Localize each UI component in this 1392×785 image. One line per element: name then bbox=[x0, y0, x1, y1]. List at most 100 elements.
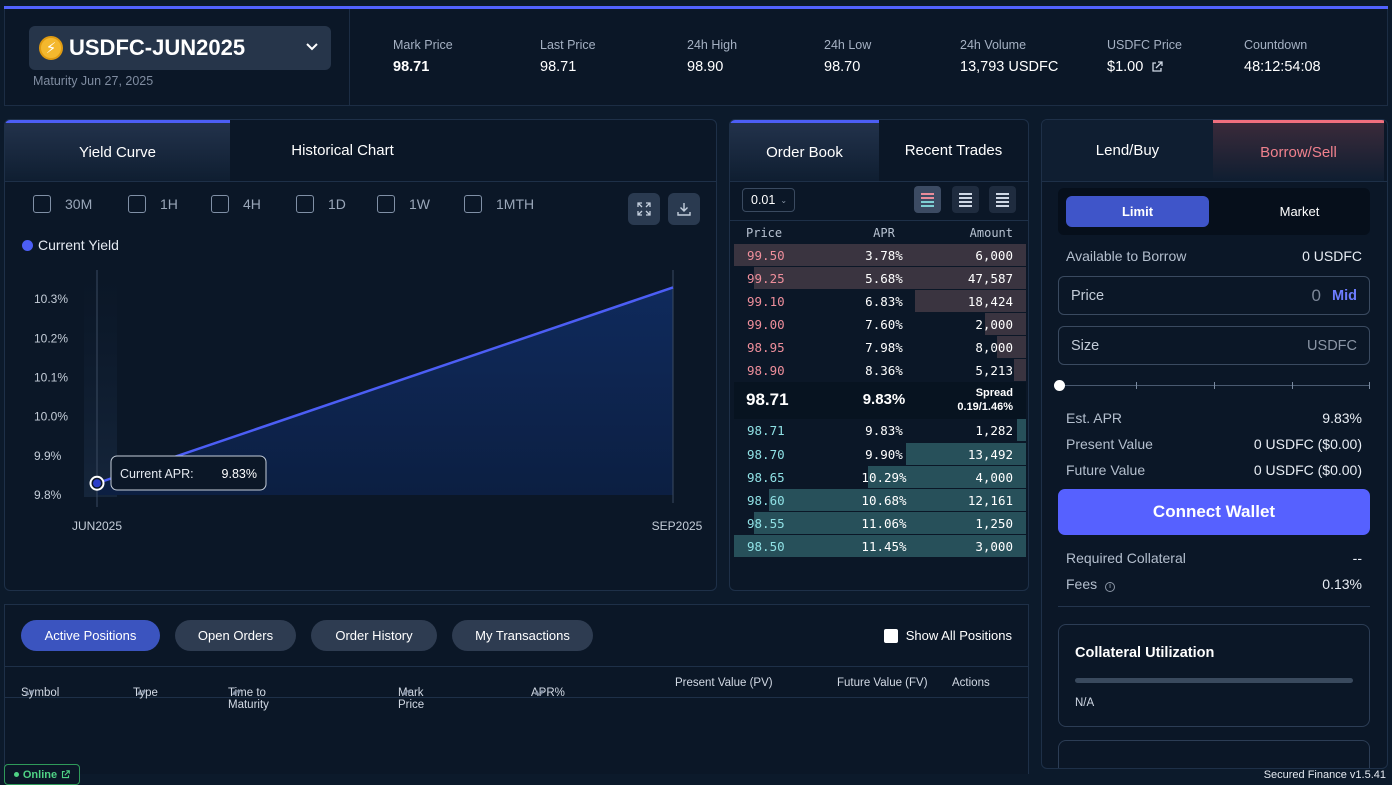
ask-amount: 6,000 bbox=[975, 248, 1013, 263]
col-ttm-label: Time to Maturity bbox=[228, 687, 269, 711]
bid-row[interactable]: 98.55 11.06% 1,250 bbox=[734, 512, 1026, 534]
sort-icon: ▴▾ bbox=[402, 687, 412, 697]
price-field[interactable]: Price 0 Mid bbox=[1058, 276, 1370, 315]
ask-amount: 2,000 bbox=[975, 317, 1013, 332]
bid-apr: 10.68% bbox=[861, 493, 907, 508]
tab-yield-curve[interactable]: Yield Curve bbox=[5, 120, 230, 181]
legend-swatch bbox=[22, 239, 33, 251]
depth-bar bbox=[1014, 359, 1026, 381]
interval-label: 4H bbox=[243, 196, 261, 212]
tab-active-positions[interactable]: Active Positions bbox=[21, 620, 160, 651]
size-slider[interactable] bbox=[1064, 385, 1369, 386]
sort-icon: ▴▾ bbox=[232, 687, 242, 697]
stat-usdfc-price: USDFC Price $1.00 bbox=[1107, 38, 1182, 75]
tooltip-label: Current APR: bbox=[120, 467, 194, 481]
pv-label: Present Value bbox=[1066, 436, 1153, 452]
market-button[interactable]: Market bbox=[1279, 204, 1320, 219]
ask-amount: 8,000 bbox=[975, 340, 1013, 355]
tab-lend-buy[interactable]: Lend/Buy bbox=[1042, 120, 1213, 181]
market-name: USDFC-JUN2025 bbox=[69, 35, 246, 60]
bid-row[interactable]: 98.71 9.83% 1,282 bbox=[734, 419, 1026, 441]
app-version: Secured Finance v1.5.41 bbox=[1263, 769, 1386, 781]
bid-row[interactable]: 98.60 10.68% 12,161 bbox=[734, 489, 1026, 511]
depth-bar bbox=[906, 443, 1026, 465]
download-icon[interactable] bbox=[668, 193, 700, 225]
tab-my-transactions[interactable]: My Transactions bbox=[452, 620, 593, 651]
show-all-positions-toggle[interactable]: Show All Positions bbox=[883, 628, 1012, 643]
view-bids-icon[interactable] bbox=[952, 186, 979, 213]
bid-row[interactable]: 98.50 11.45% 3,000 bbox=[734, 535, 1026, 557]
interval-label: 1H bbox=[160, 196, 178, 212]
size-field[interactable]: Size USDFC bbox=[1058, 326, 1370, 365]
ask-apr: 7.98% bbox=[865, 340, 903, 355]
depth-bar bbox=[769, 489, 1026, 511]
tab-historical-chart[interactable]: Historical Chart bbox=[291, 142, 394, 159]
spread-label: Spread bbox=[975, 387, 1013, 399]
fv-value: 0 USDFC ($0.00) bbox=[1253, 462, 1362, 478]
secondary-card bbox=[1058, 740, 1370, 768]
interval-4h-checkbox[interactable]: 4H bbox=[211, 195, 261, 213]
y-tick-label: 10.2% bbox=[34, 331, 68, 345]
col-mark-price-label: Mark Price bbox=[398, 687, 425, 711]
collateral-value: -- bbox=[1352, 550, 1362, 566]
info-icon[interactable]: i bbox=[1105, 582, 1116, 592]
status-dot bbox=[13, 772, 19, 777]
data-point-core bbox=[93, 479, 101, 488]
limit-button[interactable]: Limit bbox=[1066, 196, 1209, 227]
bid-price: 98.50 bbox=[747, 539, 785, 554]
ask-row[interactable]: 99.00 7.60% 2,000 bbox=[734, 313, 1026, 335]
header-divider bbox=[349, 9, 350, 106]
interval-1w-checkbox[interactable]: 1W bbox=[377, 195, 430, 213]
ask-row[interactable]: 99.50 3.78% 6,000 bbox=[734, 244, 1026, 266]
bid-row[interactable]: 98.65 10.29% 4,000 bbox=[734, 466, 1026, 488]
view-asks-icon[interactable] bbox=[989, 186, 1016, 213]
market-selector[interactable]: ⚡ USDFC-JUN2025 bbox=[29, 26, 331, 70]
interval-1d-checkbox[interactable]: 1D bbox=[296, 195, 346, 213]
checkbox-box bbox=[33, 195, 51, 213]
online-status[interactable]: Online bbox=[4, 764, 80, 785]
ask-apr: 7.60% bbox=[865, 317, 903, 332]
interval-1mth-checkbox[interactable]: 1MTH bbox=[464, 195, 534, 213]
ask-row[interactable]: 99.25 5.68% 47,587 bbox=[734, 267, 1026, 289]
tooltip-value: 9.83% bbox=[222, 467, 257, 481]
depth-bar bbox=[734, 244, 1026, 266]
tab-recent-trades[interactable]: Recent Trades bbox=[904, 142, 1003, 159]
ask-row[interactable]: 98.90 8.36% 5,213 bbox=[734, 359, 1026, 381]
collateral-utilization-card: Collateral Utilization N/A bbox=[1058, 624, 1370, 727]
mid-price-button[interactable]: Mid bbox=[1332, 288, 1357, 304]
chart-legend: Current Yield bbox=[22, 237, 119, 253]
maturity-date: Maturity Jun 27, 2025 bbox=[33, 74, 154, 88]
ask-row[interactable]: 98.95 7.98% 8,000 bbox=[734, 336, 1026, 358]
yield-curve-chart: 10.4%10.3%10.2%10.1%10.0%9.9%9.8%JUN2025… bbox=[34, 270, 703, 533]
slider-tick bbox=[1369, 382, 1370, 389]
external-link-icon[interactable] bbox=[1151, 61, 1163, 73]
bid-row[interactable]: 98.70 9.90% 13,492 bbox=[734, 443, 1026, 465]
sort-icon: ▴▾ bbox=[535, 687, 545, 697]
stat-24h-volume: 24h Volume 13,793 USDFC bbox=[960, 38, 1058, 75]
col-actions: Actions bbox=[952, 677, 990, 689]
orderbook-panel: Order Book Recent Trades 0.01 ⌄ Price APR… bbox=[729, 119, 1029, 591]
ask-apr: 5.68% bbox=[865, 271, 903, 286]
connect-wallet-button[interactable]: Connect Wallet bbox=[1058, 489, 1370, 535]
slider-handle[interactable] bbox=[1054, 380, 1065, 391]
y-tick-label: 9.9% bbox=[34, 449, 62, 463]
interval-label: 1D bbox=[328, 196, 346, 212]
y-tick-label: 10.3% bbox=[34, 292, 68, 306]
expand-icon[interactable] bbox=[628, 193, 660, 225]
x-tick-label: SEP2025 bbox=[652, 519, 703, 533]
ask-price: 98.95 bbox=[747, 340, 785, 355]
tab-open-orders[interactable]: Open Orders bbox=[175, 620, 296, 651]
pv-value: 0 USDFC ($0.00) bbox=[1253, 436, 1362, 452]
bid-amount: 13,492 bbox=[967, 447, 1013, 462]
interval-1h-checkbox[interactable]: 1H bbox=[128, 195, 178, 213]
ask-row[interactable]: 99.10 6.83% 18,424 bbox=[734, 290, 1026, 312]
tab-order-book[interactable]: Order Book bbox=[730, 120, 879, 181]
tab-borrow-sell[interactable]: Borrow/Sell bbox=[1213, 120, 1384, 181]
show-all-checkbox[interactable] bbox=[883, 628, 898, 643]
tab-order-history[interactable]: Order History bbox=[311, 620, 437, 651]
interval-30m-checkbox[interactable]: 30M bbox=[33, 195, 92, 213]
utilization-bar bbox=[1075, 678, 1353, 683]
view-both-icon[interactable] bbox=[914, 186, 941, 213]
interval-label: 30M bbox=[65, 196, 93, 212]
tick-size-select[interactable]: 0.01 ⌄ bbox=[742, 188, 795, 212]
